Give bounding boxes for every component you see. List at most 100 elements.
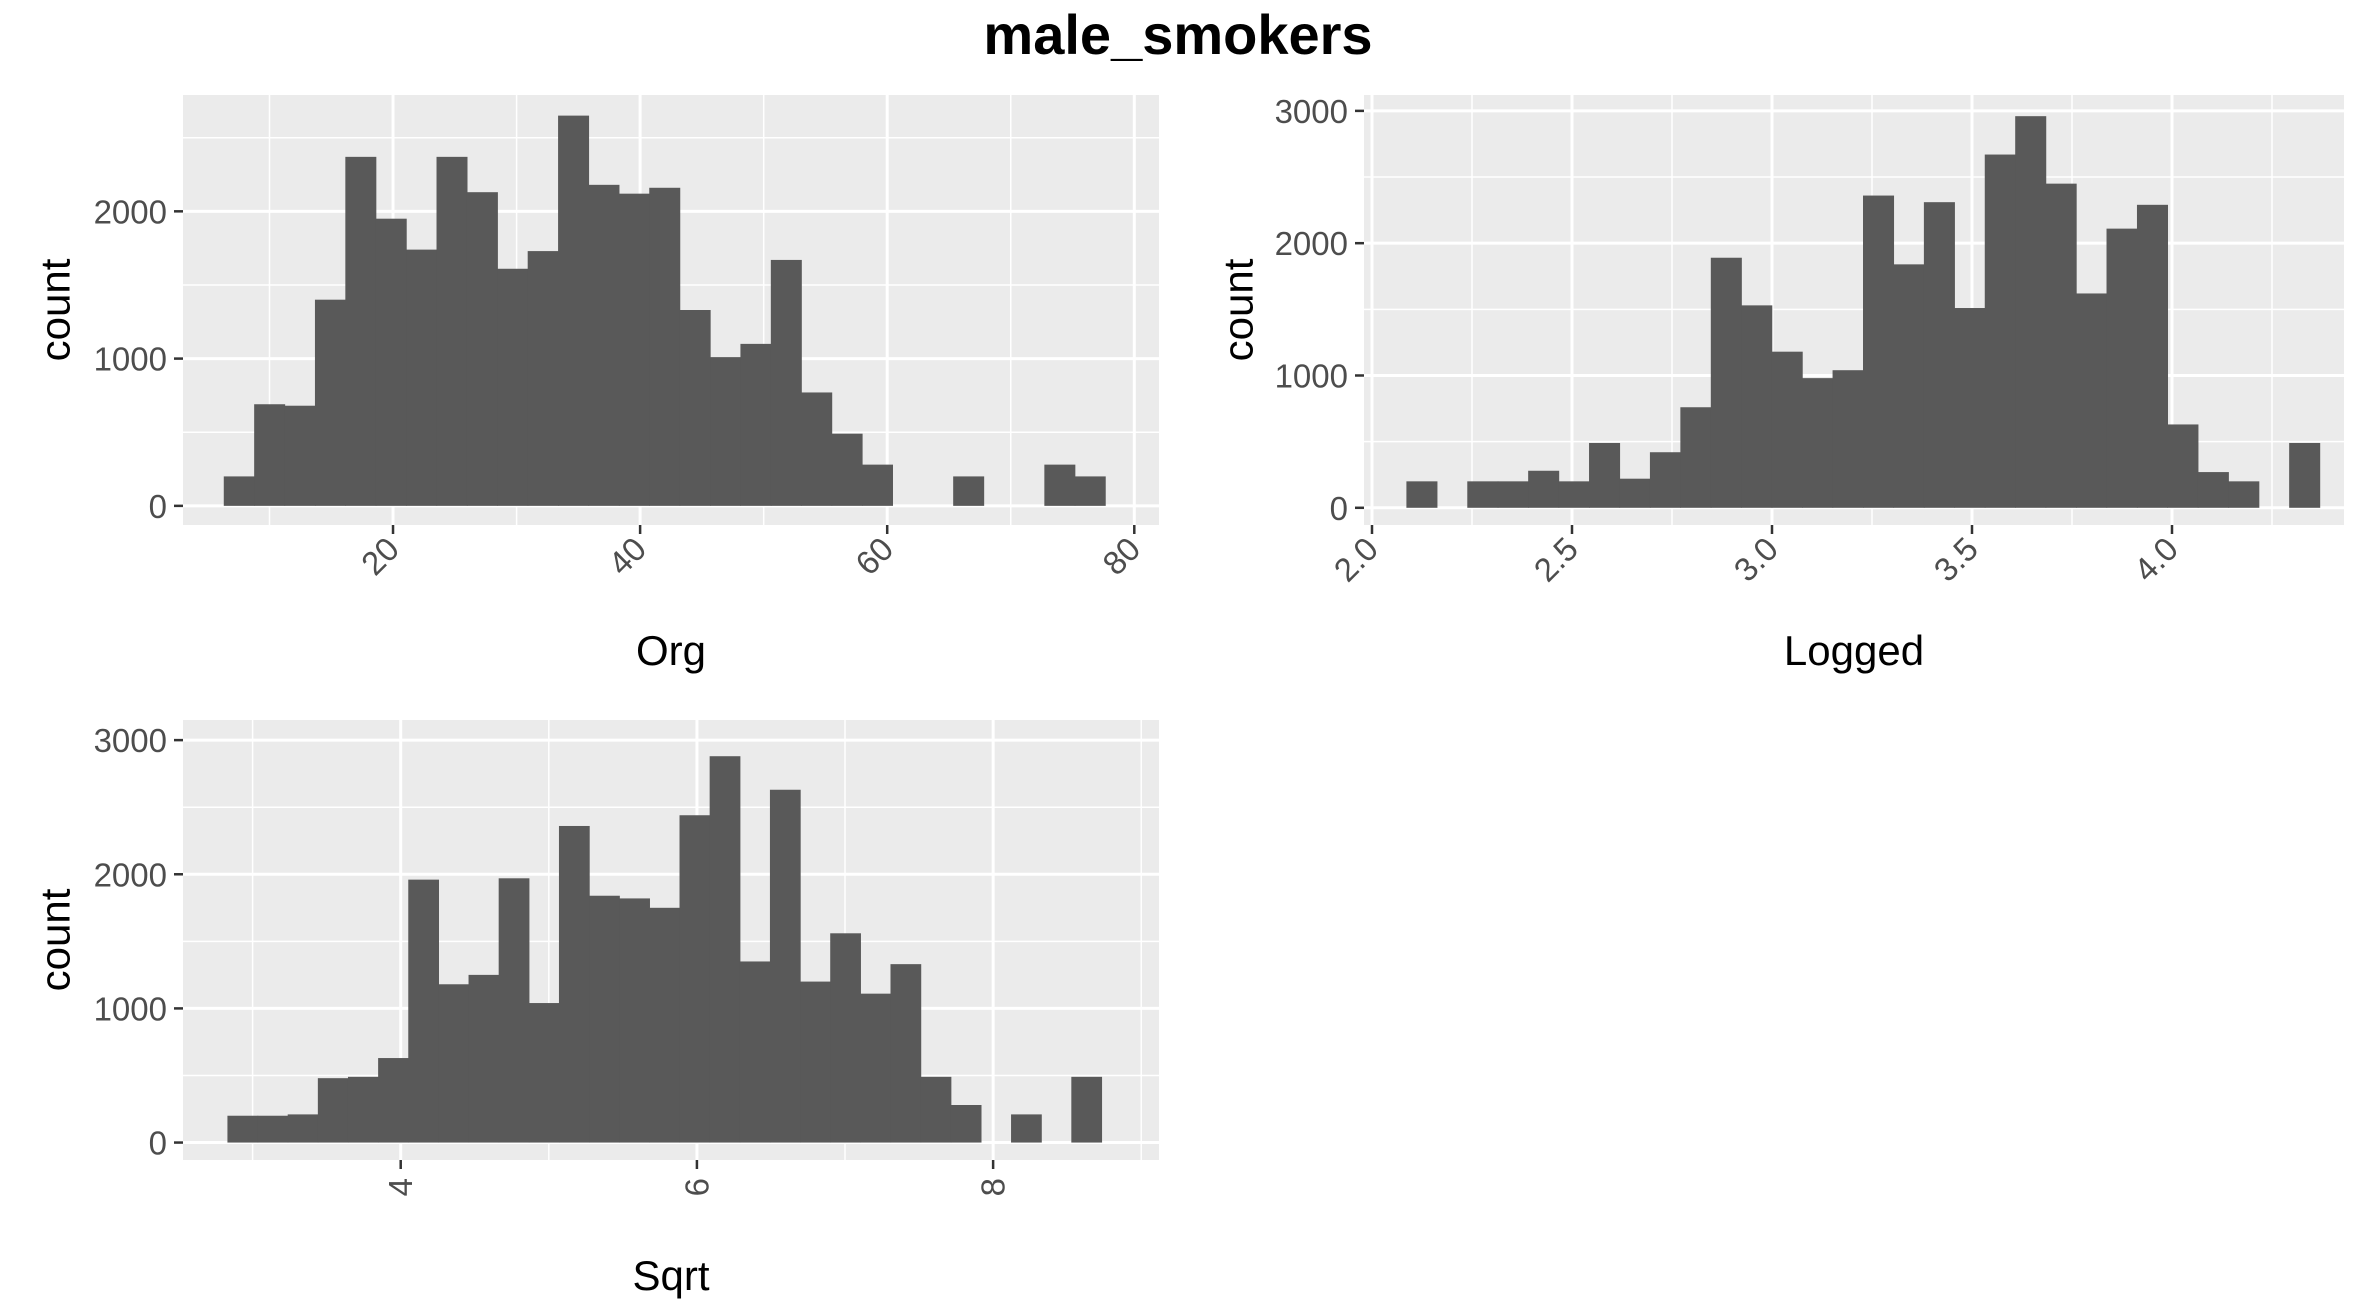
histogram-bar [287, 1114, 319, 1143]
y-tick-label: 0 [149, 1125, 167, 1162]
histogram-bar [1044, 464, 1076, 506]
y-tick-label: 2000 [1275, 225, 1348, 262]
histogram-bar [257, 1115, 289, 1143]
histogram-bar [436, 156, 468, 506]
histogram-bar [890, 964, 922, 1143]
panel-sqrt-bars [227, 756, 1103, 1143]
histogram-bar [1649, 452, 1681, 508]
histogram-bar [920, 1076, 952, 1143]
histogram-bar [801, 392, 833, 506]
histogram-bar [831, 433, 863, 506]
histogram-bar [2228, 481, 2260, 508]
y-tick-label: 3000 [94, 722, 167, 759]
histogram-bar [649, 187, 681, 506]
y-tick-label: 1000 [94, 990, 167, 1027]
histogram-bar [345, 156, 377, 506]
histogram-bar [1467, 481, 1499, 508]
histogram-bar [1497, 481, 1529, 508]
y-tick-label: 0 [1330, 490, 1348, 527]
histogram-bar [284, 405, 316, 506]
histogram-bar [953, 476, 985, 506]
histogram-bar [2289, 442, 2321, 508]
panel-org-x-axis-label: Org [636, 627, 706, 674]
histogram-bar [619, 898, 650, 1143]
histogram-bar [589, 895, 620, 1143]
histogram-bar [739, 961, 771, 1143]
histogram-bar [1071, 1076, 1103, 1143]
histogram-bar [649, 907, 681, 1143]
histogram-bar [2136, 204, 2168, 508]
histogram-bar [497, 268, 529, 506]
y-tick-label: 2000 [94, 856, 167, 893]
histogram-bar [740, 343, 772, 506]
histogram-bar [770, 259, 802, 506]
panel-org-y-axis-label: count [32, 258, 79, 361]
x-tick-label: 8 [975, 1178, 1012, 1196]
histogram-bar [2015, 116, 2047, 508]
histogram-bar [1741, 305, 1773, 508]
histogram-bar [1802, 378, 1834, 508]
histogram-bar [347, 1076, 379, 1143]
histogram-bar [2197, 472, 2229, 508]
y-tick-label: 1000 [94, 341, 167, 378]
panel-logged-y-axis-label: count [1215, 258, 1262, 361]
histogram-bar [800, 981, 831, 1143]
x-tick-label: 4 [382, 1178, 419, 1196]
y-tick-label: 2000 [94, 193, 167, 230]
histogram-bar [710, 357, 742, 506]
histogram-bar [1528, 470, 1560, 508]
histogram-bar [860, 993, 892, 1143]
panel-sqrt: 0 1000 2000 3000 4 6 8 Sqrt count [32, 720, 1159, 1299]
histogram-bar [618, 193, 650, 506]
y-tick-label: 1000 [1275, 357, 1348, 394]
histogram-bar [2106, 228, 2138, 508]
histogram-bar [1011, 1114, 1042, 1143]
histogram-bar [378, 1058, 409, 1143]
histogram-bar [438, 984, 470, 1143]
histogram-bar [950, 1105, 982, 1143]
histogram-bar [468, 974, 500, 1143]
y-tick-label: 3000 [1275, 93, 1348, 130]
histogram-bar [1558, 481, 1590, 508]
histogram-bar [588, 184, 620, 506]
histogram-bar [1954, 308, 1986, 508]
panel-sqrt-y-axis-label: count [32, 888, 79, 991]
histogram-bar [558, 825, 590, 1143]
histogram-bar [466, 192, 498, 506]
histogram-bar [527, 251, 559, 506]
histogram-bar [528, 1003, 560, 1143]
figure-title: male_smokers [983, 3, 1372, 66]
histogram-bar [1710, 257, 1742, 508]
histogram-bar [861, 464, 893, 506]
histogram-bar [223, 476, 255, 506]
histogram-bar [679, 310, 711, 506]
histogram-bar [1893, 264, 1925, 508]
histogram-bar [558, 115, 590, 506]
histogram-bar [254, 404, 286, 506]
histogram-bar [2045, 183, 2077, 508]
histogram-bar [2167, 424, 2199, 508]
histogram-bar [314, 299, 346, 506]
histogram-bar [498, 878, 530, 1143]
histogram-bar [769, 789, 801, 1143]
histogram-bar [679, 815, 711, 1143]
histogram-bar [1619, 478, 1651, 508]
x-tick-label: 6 [678, 1178, 715, 1196]
panel-logged-bars [1406, 116, 2321, 508]
panel-sqrt-x-axis-label: Sqrt [632, 1252, 709, 1299]
histogram-bar [1923, 202, 1955, 508]
histogram-bar [830, 933, 861, 1143]
histogram-bar [709, 756, 741, 1143]
histogram-bar [375, 218, 407, 506]
histogram-bar [227, 1115, 259, 1143]
y-tick-label: 0 [149, 488, 167, 525]
histogram-bar [317, 1078, 349, 1143]
histogram-bar [408, 879, 440, 1143]
histogram-bar [1832, 370, 1864, 508]
histogram-bar [1589, 442, 1621, 508]
histogram-bar [1771, 351, 1803, 508]
histogram-bar [1984, 154, 2016, 508]
